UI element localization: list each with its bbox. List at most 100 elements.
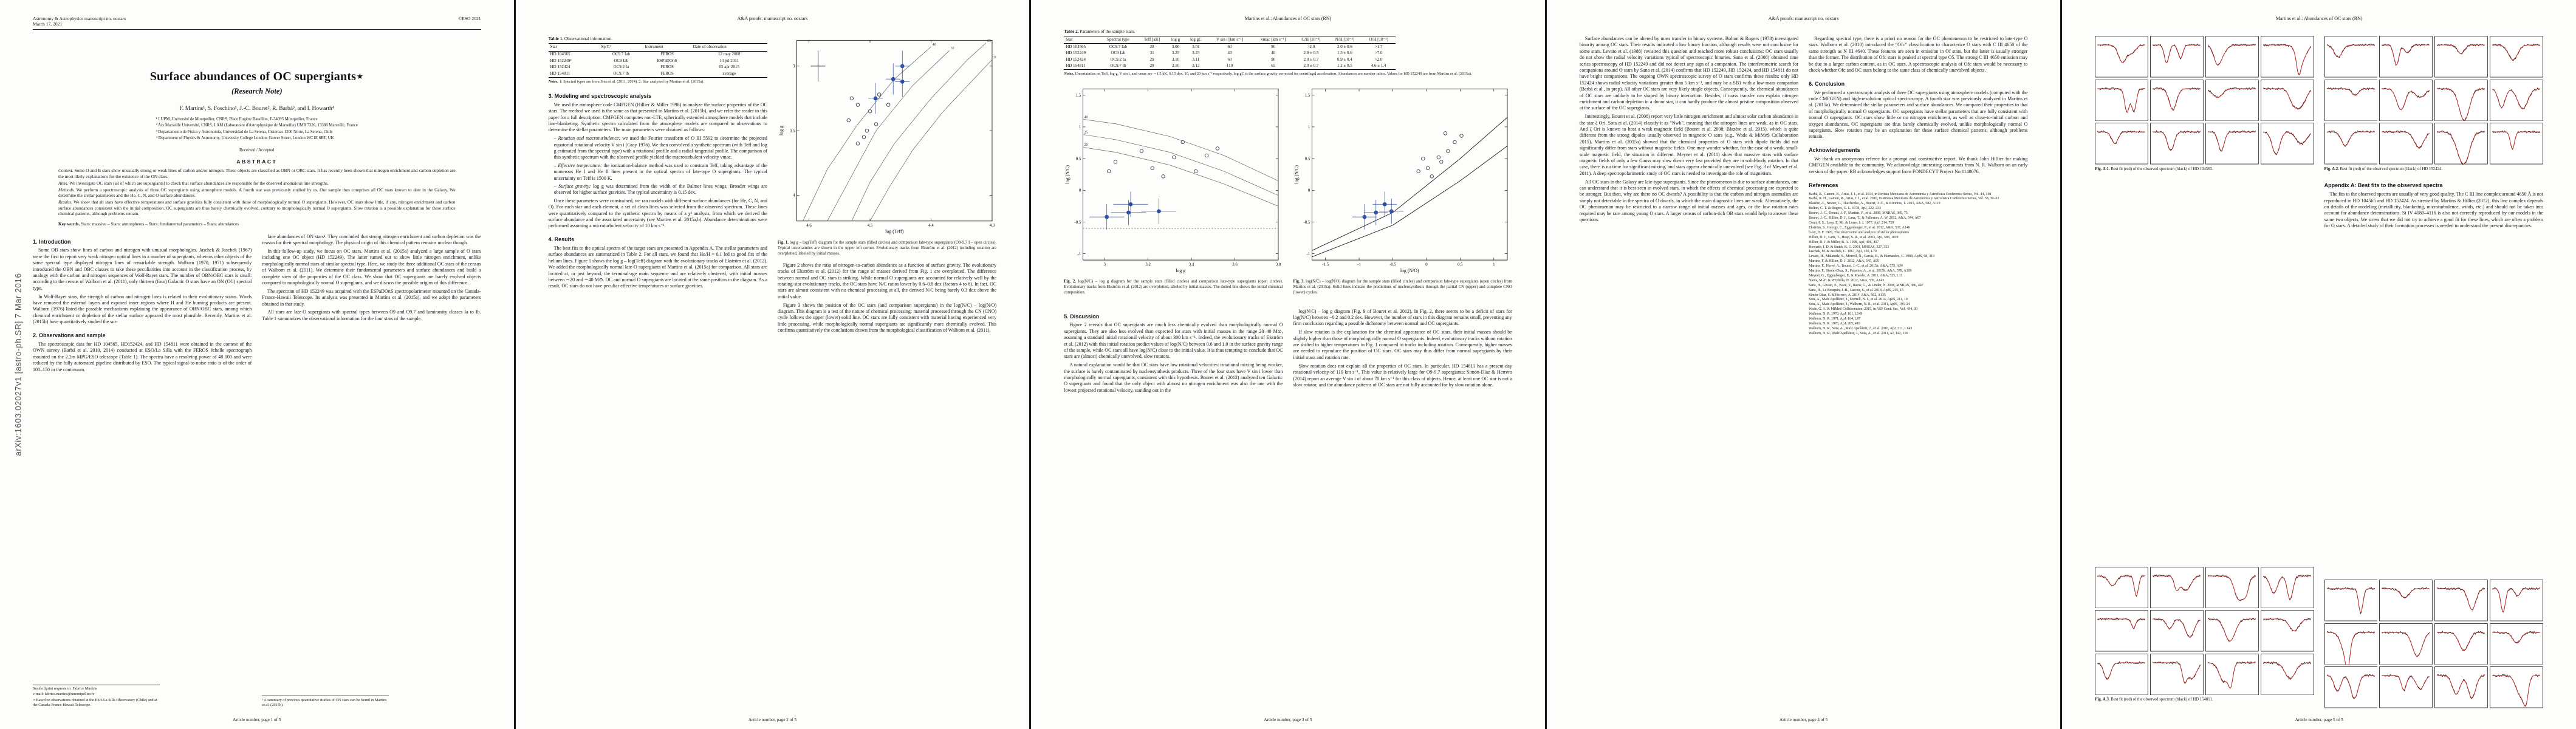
paragraph: A natural explanation would be that OC s… xyxy=(1064,362,1283,393)
data-table: Star Spectral type Teff [kK] log g log gC V s… xyxy=(1064,35,1396,70)
table-row: HD 154811 OC9.7 Ib FEROS average xyxy=(548,70,767,78)
svg-text:40: 40 xyxy=(1084,115,1088,119)
abstract-heading: ABSTRACT xyxy=(236,159,278,165)
svg-text:log (N/C): log (N/C) xyxy=(1065,165,1070,183)
page-footer: Article number, page 1 of 5 xyxy=(233,717,281,722)
data-table: Star Sp.T.¹ Instrument Date of observation H… xyxy=(548,43,767,78)
spectral-line-panel xyxy=(2150,123,2204,165)
affiliations: ¹ LUPM, Université de Montpellier, CNRS,… xyxy=(156,117,358,142)
spectral-line-panel xyxy=(2379,623,2433,665)
paragraph: log(N/C) – log g diagram (Fig. 9 of Bour… xyxy=(1293,308,1512,327)
results-text-continued: Figure 2 shows the ratio of nitrogen-to-… xyxy=(778,262,996,336)
figure-a1-caption: Fig. A.1. Best fit (red) of the observed… xyxy=(2095,167,2314,173)
spectral-line-panel xyxy=(2379,580,2433,621)
spectral-line-panel xyxy=(2095,610,2149,652)
svg-text:1.5: 1.5 xyxy=(1076,94,1081,98)
paragraph: In this follow-up study, we focus on OC … xyxy=(262,248,481,286)
paragraph: Regarding spectral type, there is a prio… xyxy=(1809,36,2028,73)
svg-text:20: 20 xyxy=(993,56,996,60)
paragraph: ¹ LUPM, Université de Montpellier, CNRS,… xyxy=(156,117,318,122)
spectral-line-panel xyxy=(2150,653,2204,696)
svg-text:-1: -1 xyxy=(1307,252,1310,256)
arxiv-stamp: arXiv:1603.02027v1 [astro-ph.SR] 7 Mar 2… xyxy=(13,273,23,456)
acknowledgements-text: We thank an anonymous referee for a prom… xyxy=(1809,156,2027,177)
table-row: HD 152424 OC9.2 Ia 29 3.10 3.11 60 90 2.0 ± 0.7… xyxy=(1066,56,1383,62)
spectral-line-panel xyxy=(2490,36,2543,78)
lead-text: Fig. A.1. Best fit (red) of the observed… xyxy=(2095,166,2213,171)
spectral-line-panel xyxy=(2379,123,2433,165)
svg-text:0: 0 xyxy=(1079,188,1081,193)
figure-3-block: -1.5 -1 -0.5 0 0.5 1 -1 -0.5 0 0.5 1 1.5 log (N/O) lo… xyxy=(1293,84,1512,301)
spectral-line-panel xyxy=(2205,123,2259,165)
svg-text:20: 20 xyxy=(1084,143,1088,147)
spectral-line-panel xyxy=(2434,123,2488,165)
table-row: HD 104565 OC9.7 Iab 28 3.00 3.01 60 90 >2.0 2.0 … xyxy=(1066,44,1383,49)
title-block: Surface abundances of OC supergiants⋆ (R… xyxy=(33,69,481,227)
lead-text: Table 1. Observational information. xyxy=(548,36,612,41)
spectral-line-panel xyxy=(2379,79,2433,121)
svg-text:4.3: 4.3 xyxy=(990,224,995,228)
paragraph: If slow rotation is the explanation for … xyxy=(1293,329,1512,360)
reference-item: Martins, F. & Hillier, D. J. 2012, A&A, … xyxy=(1809,259,1879,264)
table-1: Star Sp.T.¹ Instrument Date of observation H… xyxy=(548,43,767,78)
paragraph: ³ Departamento de Física y Astronomía, U… xyxy=(156,129,333,134)
spectral-line-panel xyxy=(2324,666,2378,708)
page5-column-left: Fig. A.1. Best fit (red) of the observed… xyxy=(2095,36,2314,708)
figure-2-plot: 3 3.2 3.4 3.6 3.8 -1 -0.5 0 0.5 1 1.5 log g log (N/C… xyxy=(1064,84,1283,278)
reference-item: Blazère, A., Neiner, C., Tkachenko, A., … xyxy=(1809,202,1941,206)
conclusion-text: We performed a spectroscopic analysis of… xyxy=(1809,90,2027,143)
spectral-line-panel xyxy=(2150,566,2204,608)
svg-text:1: 1 xyxy=(1493,262,1495,267)
paragraph: All stars are late-O supergiants with sp… xyxy=(262,309,481,321)
running-head: Martins et al.: Abundances of OC stars (… xyxy=(1244,16,1332,21)
reference-item: Bolton, C. T. & Rogers, G. L. 1978, ApJ,… xyxy=(1809,207,1881,211)
results-text: The best fits to the optical spectra of … xyxy=(549,245,767,292)
svg-text:-1: -1 xyxy=(1078,252,1081,256)
svg-text:1: 1 xyxy=(1308,125,1310,129)
svg-text:25: 25 xyxy=(1084,131,1088,134)
svg-text:log g: log g xyxy=(778,126,784,135)
paragraph: ⋆ Based on observations obtained at the … xyxy=(33,697,157,707)
observations-text: The spectroscopic data for HD 104565, HD… xyxy=(33,341,252,375)
reference-item: Sana, H., Gosset, E., Nazé, Y., Rauw, G.… xyxy=(1809,283,1923,287)
spectral-line-panel xyxy=(2095,79,2149,121)
figure-1-caption: Fig. 1. log g – log(Teff) diagram for th… xyxy=(778,241,996,256)
page3-column-left: 5. Discussion Figure 2 reveals that OC s… xyxy=(1064,309,1283,708)
spectral-line-panel xyxy=(2261,610,2314,652)
paragraph: Slow rotation does not explain all the p… xyxy=(1293,363,1512,388)
spectral-line-panel xyxy=(2434,623,2488,665)
table-row: HD 152249 OC9 Iab 31 3.25 3.25 43 48 2.8 ± 0.5 1… xyxy=(1066,50,1383,56)
reference-item: Walborn, N. R., Sota, A., Maíz Apellániz… xyxy=(1809,326,1913,330)
section-6-heading: 6. Conclusion xyxy=(1809,80,1845,87)
lead-text: Fig. 1. log g – log(Teff) diagram for th… xyxy=(777,241,997,256)
reference-item: Wade, G. A. & MiMeS Collaboration. 2015,… xyxy=(1809,307,1917,312)
discussion-text-tail: Regarding spectral type, there is a prio… xyxy=(1809,36,2027,76)
page-footer: Article number, page 3 of 5 xyxy=(1264,717,1312,722)
modeling-text: We used the atmosphere code CMFGEN (Hill… xyxy=(549,102,767,135)
spectral-line-panel xyxy=(2095,123,2149,165)
paragraph: We performed a spectroscopic analysis of… xyxy=(1809,89,2028,140)
figure-a1-spectra xyxy=(2095,36,2314,165)
manuscript-header: Astronomy & Astrophysics manuscript no. … xyxy=(33,16,481,30)
paragraph: All OC stars in the Galaxy are late-type… xyxy=(1579,179,1799,222)
svg-text:log (N/O): log (N/O) xyxy=(1400,267,1419,273)
reference-item: Walborn, N. R., Maíz Apellániz, J., Sota… xyxy=(1809,331,1908,335)
keywords: Key words. Stars: massive – Stars: atmos… xyxy=(58,221,456,227)
spectral-line-panel xyxy=(2261,566,2314,608)
spectral-line-panel xyxy=(2150,36,2204,78)
lead-text: Notes. 1: Spectral types are from Sota e… xyxy=(548,79,704,84)
table-2-caption: Table 2. Parameters of the sample stars. xyxy=(1064,29,1512,34)
spectral-line-panel xyxy=(2434,79,2488,122)
spectral-line-panel xyxy=(2150,610,2204,652)
spectral-line-panel xyxy=(2434,580,2488,621)
svg-text:0.5: 0.5 xyxy=(1076,157,1081,161)
svg-text:-1.5: -1.5 xyxy=(1323,262,1329,267)
lead-text: Fig. 3. log(N/C) – log(N/O) diagram for … xyxy=(1293,279,1512,295)
parameter-bullets: – Rotation and macroturbulence: we used … xyxy=(549,135,767,198)
reference-item: Meynet, G., Eggenberger, P., & Maeder, A… xyxy=(1809,273,1903,278)
figure-3-plot: -1.5 -1 -0.5 0 0.5 1 -1 -0.5 0 0.5 1 1.5 log (N/O) lo… xyxy=(1293,84,1512,278)
paragraph: Interestingly, Bouret et al. (2008) repo… xyxy=(1579,114,1799,176)
discussion-text: Figure 2 reveals that OC supergiants are… xyxy=(1064,322,1283,395)
observations-text-continued: The spectrum of HD 152249 was acquired w… xyxy=(262,289,481,324)
